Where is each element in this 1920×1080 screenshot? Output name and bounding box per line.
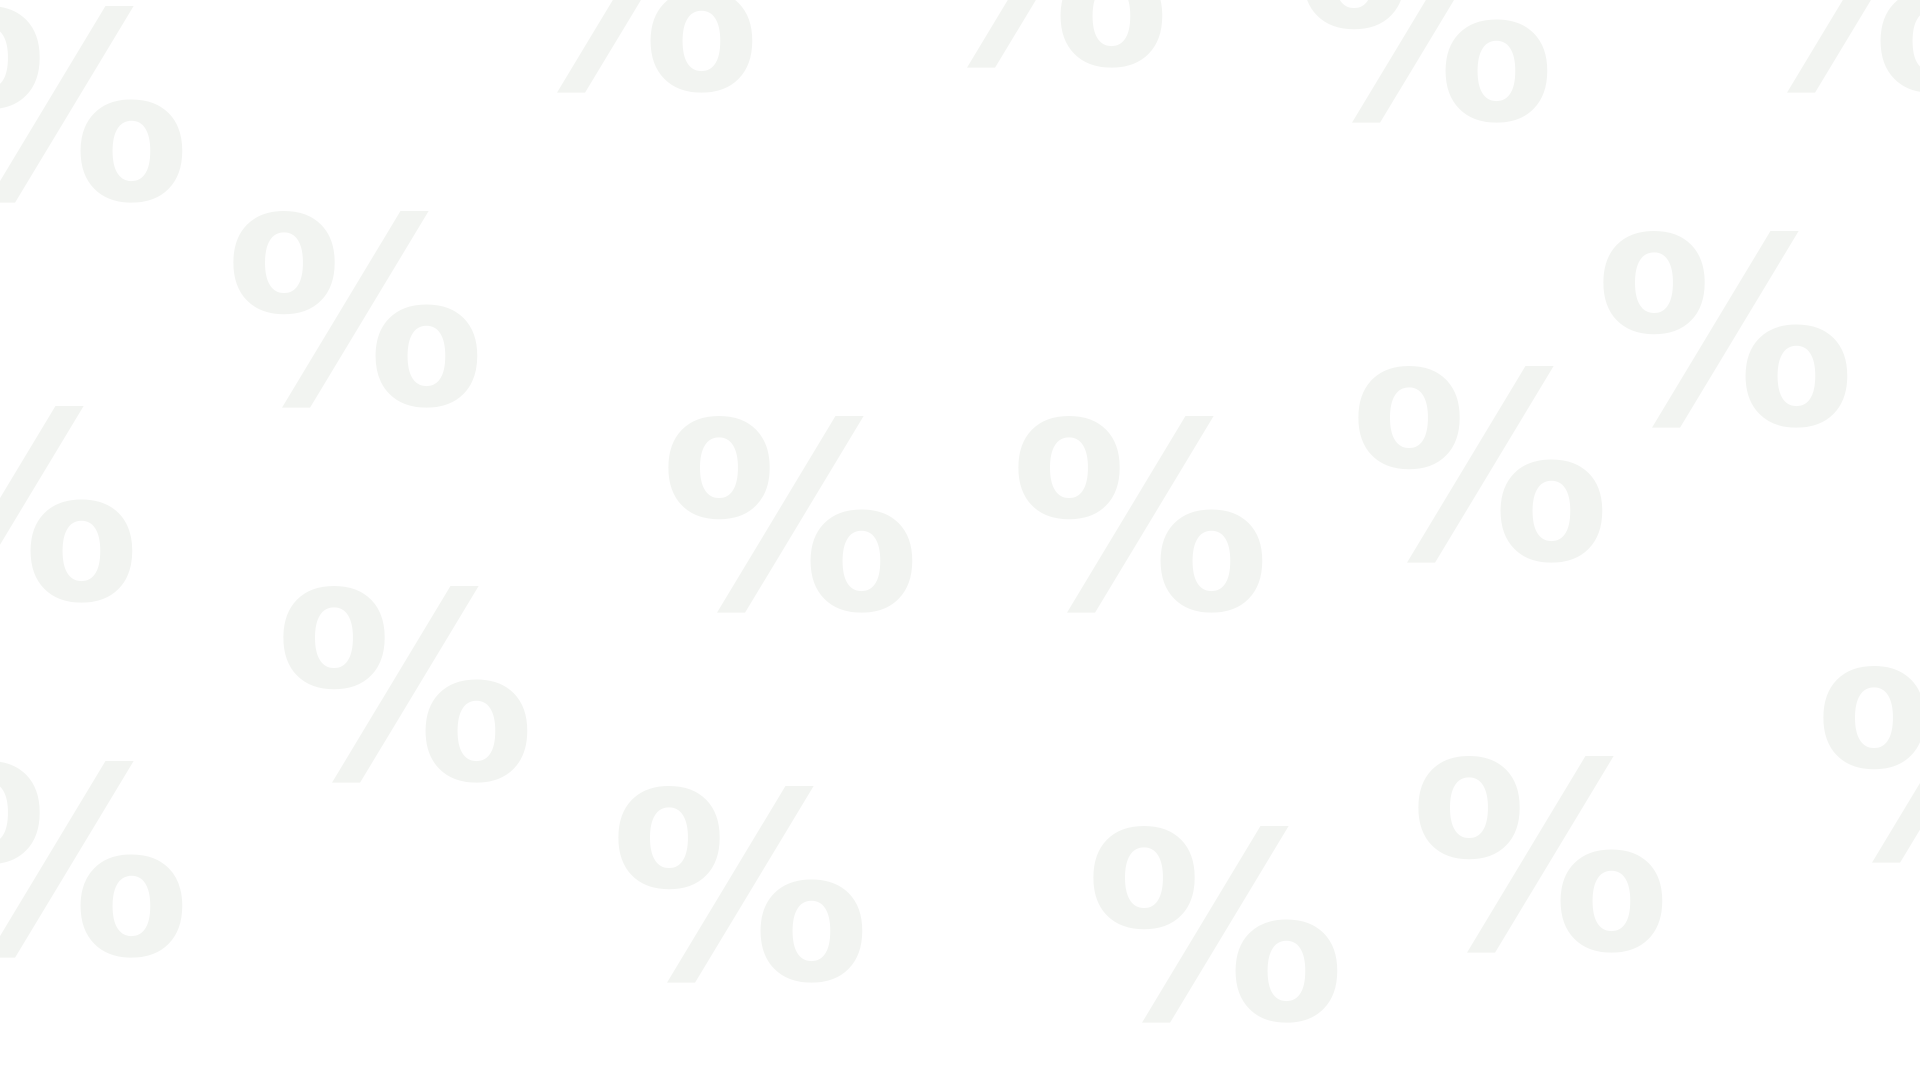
percent-symbol: % [1010,369,1271,671]
percent-symbol: % [1410,709,1671,1011]
percent-symbol: % [0,0,191,240]
percent-symbol: % [225,164,486,466]
percent-symbol: % [1595,184,1856,486]
percent-symbol: % [1085,779,1346,1080]
percent-symbol: % [1295,0,1556,181]
percent-symbol: % [1815,640,1920,900]
percent-symbol: % [910,0,1171,105]
percent-symbol: % [1350,319,1611,621]
percent-symbol: % [0,380,141,640]
percent-symbol: % [1730,0,1920,130]
percent-symbol: % [0,735,191,995]
percent-symbol: % [660,369,921,671]
percent-symbol: % [500,0,761,151]
percent-symbol: % [610,739,871,1041]
percent-symbol: % [275,539,536,841]
